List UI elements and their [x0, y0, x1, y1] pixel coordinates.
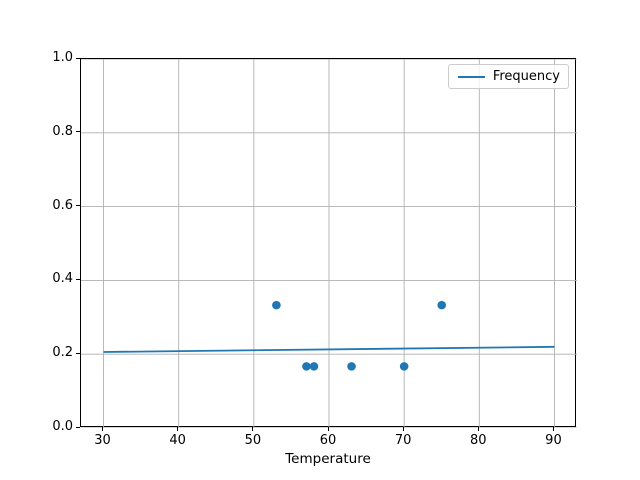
legend: Frequency: [447, 64, 569, 89]
legend-label: Frequency: [492, 69, 560, 84]
x-tick-label: 40: [169, 433, 186, 448]
x-axis-label: Temperature: [285, 451, 371, 467]
y-tick-mark: [76, 131, 80, 133]
x-tick-label: 80: [470, 433, 487, 448]
y-tick-mark: [76, 57, 80, 59]
x-tick-mark: [402, 427, 404, 431]
y-tick-mark: [76, 278, 80, 280]
x-tick-mark: [252, 427, 254, 431]
y-tick-label: 0.2: [52, 345, 73, 361]
x-tick-mark: [102, 427, 104, 431]
x-tick-mark: [327, 427, 329, 431]
y-tick-label: 0.4: [52, 271, 73, 287]
y-tick-label: 1.0: [52, 50, 73, 65]
plot-svg: [81, 59, 577, 428]
y-tick-mark: [76, 426, 80, 428]
x-tick-mark: [552, 427, 554, 431]
scatter-point: [302, 362, 311, 371]
legend-line-sample-icon: [457, 75, 485, 78]
x-tick-label: 60: [319, 433, 337, 448]
x-tick-label: 90: [545, 433, 562, 448]
scatter-point: [309, 362, 319, 371]
y-tick-mark: [76, 205, 80, 207]
scatter-point: [437, 300, 447, 310]
x-tick-label: 30: [94, 433, 111, 448]
scatter-point: [399, 362, 409, 371]
x-tick-mark: [177, 427, 179, 431]
x-tick-label: 50: [244, 433, 262, 448]
y-tick-label: 0.0: [52, 419, 73, 434]
frequency-line: [103, 345, 555, 353]
scatter-point: [347, 362, 356, 371]
plot-area: Frequency: [80, 58, 577, 428]
x-tick-label: 70: [394, 433, 412, 448]
y-tick-label: 0.8: [52, 123, 73, 139]
scatter-point: [272, 300, 281, 310]
x-tick-mark: [477, 427, 479, 431]
y-tick-label: 0.6: [52, 197, 73, 213]
y-tick-mark: [76, 352, 80, 354]
